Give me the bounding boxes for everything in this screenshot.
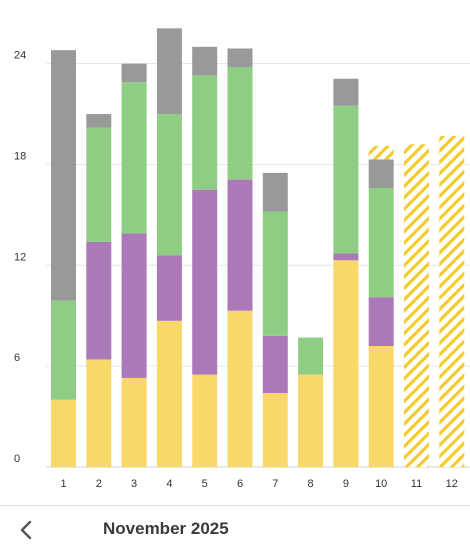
bar-segment[interactable] [333, 253, 359, 261]
footer-bar: November 2025 [0, 505, 470, 545]
bar-segment[interactable] [192, 374, 218, 467]
bar-segment[interactable] [121, 63, 147, 83]
gridlines [46, 63, 470, 468]
x-tick-label: 10 [375, 478, 387, 490]
bar-segment[interactable] [86, 359, 112, 467]
bar-segment[interactable] [86, 241, 112, 360]
bar-segment[interactable] [368, 297, 394, 346]
bar-segment[interactable] [368, 345, 394, 467]
projected-bar[interactable] [404, 144, 429, 468]
bar-segment[interactable] [192, 46, 218, 76]
bar-segment[interactable] [156, 28, 182, 115]
y-tick-label: 6 [14, 352, 20, 364]
back-button[interactable] [12, 516, 40, 544]
bar-segment[interactable] [227, 66, 253, 180]
bar-segment[interactable] [227, 48, 253, 67]
bar-segment[interactable] [86, 114, 112, 128]
bar-segment[interactable] [192, 75, 218, 190]
bar-segment[interactable] [227, 310, 253, 467]
projected-bar[interactable] [368, 145, 394, 160]
x-tick-label: 9 [343, 478, 349, 490]
x-axis-ticks: 1 2 3 4 5 6 7 8 9 10 11 12 [60, 478, 457, 490]
x-tick-label: 6 [237, 478, 243, 490]
x-tick-label: 5 [202, 478, 208, 490]
x-tick-label: 8 [308, 478, 314, 490]
bar-segment[interactable] [298, 337, 324, 375]
bar-segment[interactable] [121, 82, 147, 234]
bar-segment[interactable] [298, 374, 324, 467]
y-tick-label: 12 [14, 251, 26, 263]
bar-segment[interactable] [156, 255, 182, 321]
bar-segment[interactable] [262, 211, 288, 336]
bar-segment[interactable] [368, 187, 394, 298]
x-tick-label: 12 [446, 478, 458, 490]
bar-segment[interactable] [262, 335, 288, 394]
x-tick-label: 4 [166, 478, 172, 490]
bar-segment[interactable] [262, 172, 288, 212]
bar-segment[interactable] [192, 189, 218, 375]
bars [51, 28, 465, 468]
bar-segment[interactable] [121, 377, 147, 467]
bar-segment[interactable] [333, 260, 359, 467]
bar-segment[interactable] [262, 393, 288, 467]
chevron-left-icon [20, 520, 32, 540]
y-tick-label: 0 [14, 453, 20, 465]
bar-segment[interactable] [368, 159, 394, 188]
bar-segment[interactable] [333, 78, 359, 106]
x-tick-label: 3 [131, 478, 137, 490]
bar-segment[interactable] [51, 50, 76, 301]
y-tick-label: 24 [14, 50, 26, 62]
bar-segment[interactable] [121, 233, 147, 378]
y-tick-label: 18 [14, 150, 26, 162]
bar-segment[interactable] [156, 114, 182, 256]
bar-segment[interactable] [51, 399, 76, 467]
bar-segment[interactable] [333, 105, 359, 254]
x-tick-label: 7 [272, 478, 278, 490]
x-tick-label: 2 [96, 478, 102, 490]
bar-segment[interactable] [86, 127, 112, 242]
projected-bar[interactable] [439, 135, 465, 467]
x-tick-label: 1 [60, 478, 66, 490]
bar-segment[interactable] [227, 179, 253, 311]
bar-segment[interactable] [51, 300, 76, 400]
month-title: November 2025 [103, 519, 229, 538]
y-axis-ticks: 0 6 12 18 24 [14, 50, 26, 465]
bar-segment[interactable] [156, 320, 182, 467]
x-tick-label: 11 [411, 478, 422, 490]
